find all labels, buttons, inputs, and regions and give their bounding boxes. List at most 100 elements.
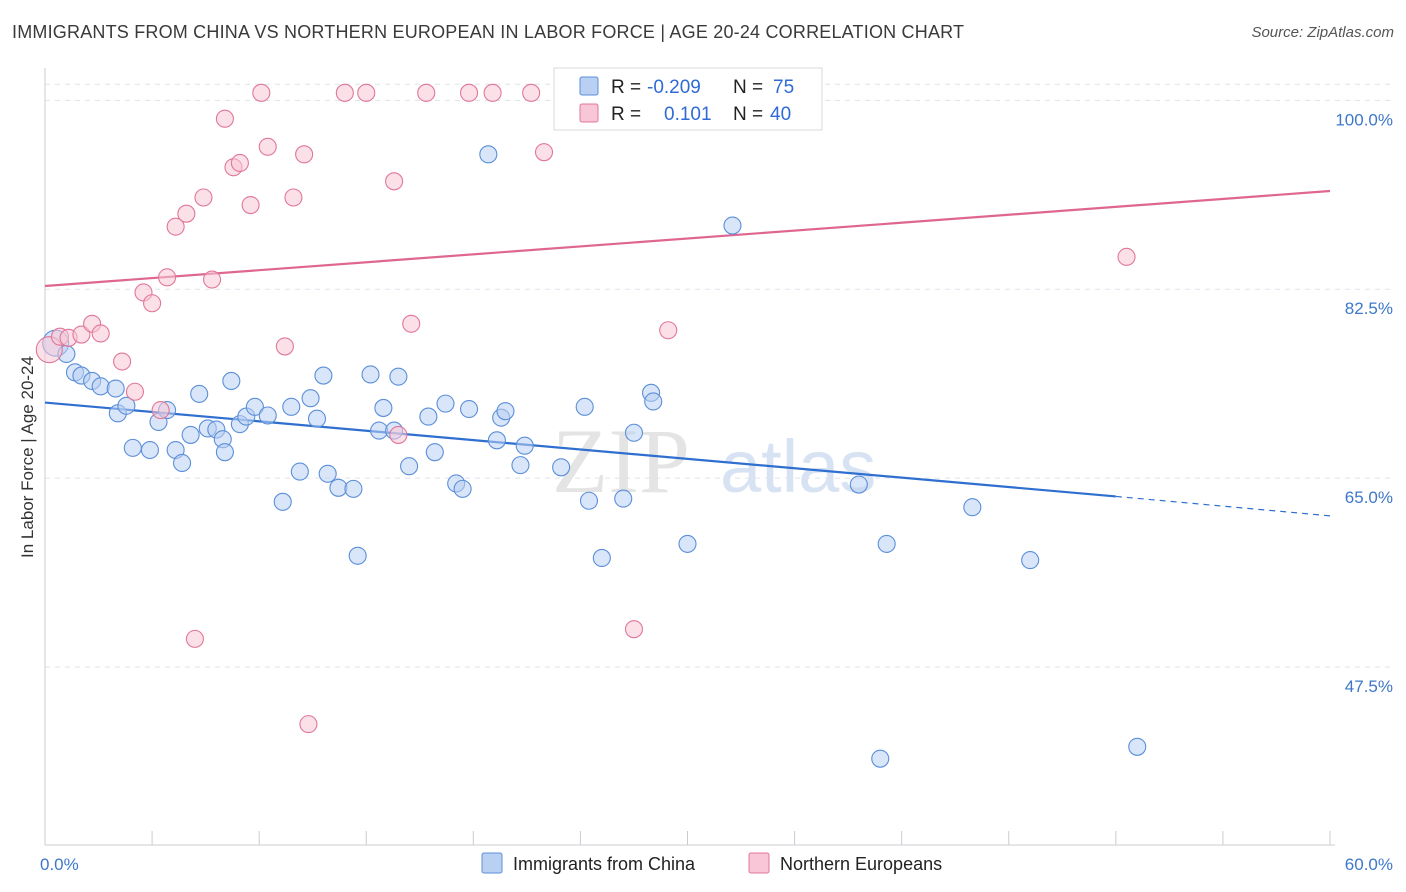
northern-point-27 — [335, 83, 354, 102]
northern-point-31 — [402, 314, 421, 333]
northern-point-36 — [534, 143, 554, 162]
china-point-26 — [273, 492, 292, 511]
china-point-57 — [592, 548, 611, 567]
northern-point-28 — [357, 83, 376, 102]
northern-point-10 — [151, 401, 170, 420]
northern-point-6 — [113, 352, 132, 371]
northern-point-24 — [284, 188, 303, 207]
chart-title: IMMIGRANTS FROM CHINA VS NORTHERN EUROPE… — [12, 22, 965, 42]
trendline-china-solid — [44, 401, 1116, 498]
china-point-30 — [307, 409, 327, 428]
source-credit: Source: ZipAtlas.com — [1251, 24, 1394, 41]
northern-point-5 — [91, 324, 110, 343]
china-point-52 — [511, 456, 530, 475]
northern-point-13 — [177, 204, 196, 223]
trendline-china — [44, 401, 1331, 517]
x-axis-tick-labels: 0.0% 60.0% — [40, 855, 1393, 874]
legend-n-value-china: 75 — [773, 77, 794, 98]
china-point-10 — [140, 440, 159, 460]
china-point-42 — [419, 407, 438, 426]
china-point-43 — [425, 443, 444, 462]
china-point-24 — [245, 397, 264, 416]
china-point-14 — [173, 453, 192, 473]
northern-point-32 — [417, 83, 436, 102]
bottom-legend-swatch-china — [481, 852, 503, 874]
china-point-41 — [400, 457, 419, 476]
northern-point-29 — [385, 172, 404, 191]
gridlines — [45, 83, 1395, 668]
china-point-68 — [963, 498, 982, 517]
china-point-51 — [496, 402, 515, 421]
northern-point-14 — [185, 629, 204, 648]
legend-n-label-china: N = — [733, 77, 763, 98]
china-point-69 — [1021, 551, 1040, 570]
northern-point-23 — [275, 337, 294, 356]
china-point-48 — [479, 145, 498, 164]
trendline-northern — [44, 189, 1331, 288]
northern-point-34 — [483, 83, 502, 102]
china-point-25 — [258, 406, 277, 425]
northern-point-38 — [659, 321, 678, 340]
china-point-56 — [579, 491, 599, 510]
china-point-49 — [487, 431, 506, 450]
y-axis-label: In Labor Force | Age 20-24 — [18, 356, 37, 558]
trendline-northern-solid — [44, 189, 1331, 288]
china-point-8 — [117, 396, 136, 415]
northern-point-16 — [203, 270, 222, 289]
china-point-15 — [181, 425, 200, 444]
x-axis-ticks — [44, 831, 1331, 845]
legend-n-value-northern: 40 — [770, 104, 791, 125]
bottom-legend-label-china: Immigrants from China — [513, 854, 696, 874]
china-point-35 — [348, 546, 367, 565]
china-point-66 — [871, 749, 890, 768]
china-point-33 — [329, 478, 348, 497]
legend-swatch-china — [579, 76, 599, 96]
northern-point-11 — [158, 268, 177, 287]
china-point-5 — [91, 377, 110, 396]
northern-point-3 — [72, 325, 91, 344]
y-tick-label-0: 100.0% — [1335, 110, 1393, 129]
legend-r-value-northern: 0.101 — [664, 104, 712, 125]
china-point-21 — [222, 371, 241, 391]
legend-r-label-china: R = — [611, 77, 641, 98]
china-point-46 — [453, 479, 472, 498]
china-point-55 — [575, 397, 594, 416]
northern-point-33 — [459, 83, 479, 102]
northern-point-17 — [215, 109, 234, 128]
china-point-44 — [436, 394, 455, 413]
bottom-legend-swatch-northern — [748, 852, 770, 874]
china-point-59 — [624, 423, 644, 442]
northern-point-7 — [125, 382, 144, 401]
legend-r-value-china: -0.209 — [647, 77, 701, 98]
china-point-6 — [106, 379, 125, 398]
china-point-28 — [290, 462, 309, 481]
y-tick-label-1: 82.5% — [1345, 299, 1393, 318]
china-point-34 — [344, 479, 363, 498]
china-point-65 — [849, 475, 868, 494]
china-point-32 — [318, 464, 337, 483]
northern-point-35 — [522, 83, 541, 102]
china-point-31 — [314, 366, 333, 385]
china-point-29 — [301, 389, 320, 408]
legend-r-label-northern: R = — [611, 104, 641, 125]
northern-point-9 — [143, 294, 162, 313]
china-point-64 — [723, 216, 742, 235]
china-point-40 — [389, 367, 408, 386]
series-northern-points — [35, 83, 1136, 734]
northern-point-15 — [194, 188, 213, 207]
northern-point-37 — [624, 620, 644, 639]
china-point-58 — [614, 489, 633, 508]
northern-point-12 — [166, 217, 185, 236]
trendline-china-dashed — [1115, 495, 1331, 517]
china-point-62 — [678, 534, 697, 553]
china-point-9 — [123, 438, 142, 457]
northern-point-20 — [241, 196, 260, 215]
legend-box — [553, 67, 823, 131]
northern-point-21 — [252, 83, 271, 102]
china-point-16 — [190, 384, 209, 403]
china-point-36 — [361, 365, 380, 384]
china-point-53 — [515, 436, 534, 455]
x-tick-label-1: 60.0% — [1345, 855, 1393, 874]
y-axis-tick-labels: 100.0% 82.5% 65.0% 47.5% — [1335, 110, 1393, 696]
